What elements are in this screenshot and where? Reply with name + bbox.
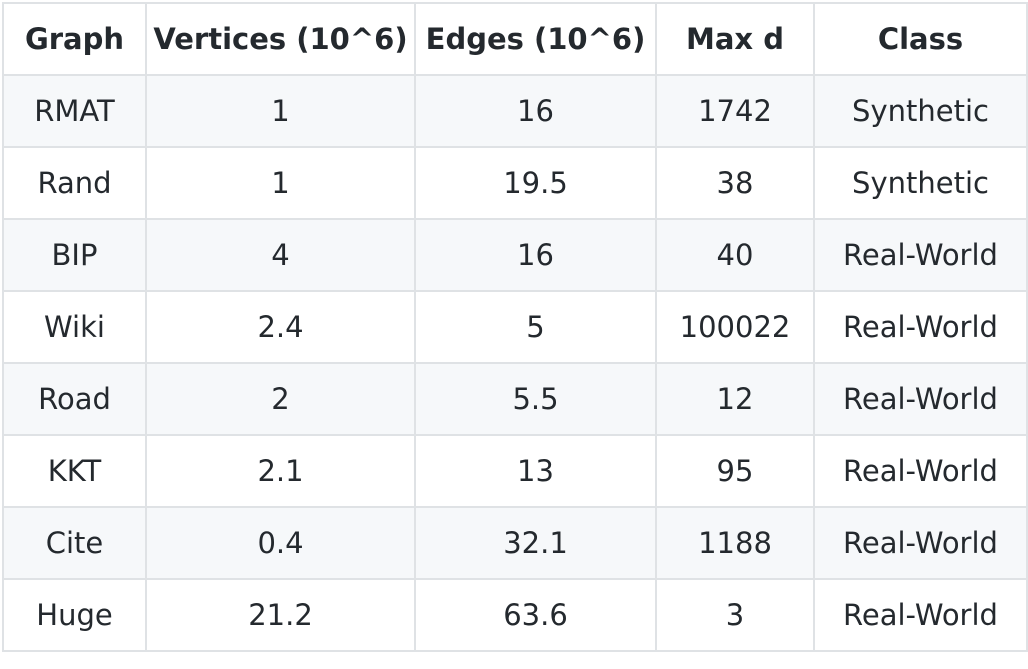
graph-dataset-table: Graph Vertices (10^6) Edges (10^6) Max d… bbox=[2, 2, 1028, 652]
cell-max-d: 3 bbox=[655, 578, 815, 652]
table-row: Road 2 5.5 12 Real-World bbox=[2, 362, 1028, 436]
table-row: RMAT 1 16 1742 Synthetic bbox=[2, 74, 1028, 148]
cell-max-d: 40 bbox=[655, 218, 815, 292]
table-row: KKT 2.1 13 95 Real-World bbox=[2, 434, 1028, 508]
cell-max-d: 12 bbox=[655, 362, 815, 436]
cell-edges: 32.1 bbox=[414, 506, 657, 580]
cell-max-d: 95 bbox=[655, 434, 815, 508]
header-vertices: Vertices (10^6) bbox=[145, 2, 416, 76]
cell-edges: 16 bbox=[414, 218, 657, 292]
cell-graph: KKT bbox=[2, 434, 147, 508]
cell-vertices: 1 bbox=[145, 146, 416, 220]
cell-max-d: 1742 bbox=[655, 74, 815, 148]
cell-edges: 5 bbox=[414, 290, 657, 364]
cell-vertices: 2.4 bbox=[145, 290, 416, 364]
cell-class: Synthetic bbox=[813, 74, 1028, 148]
cell-vertices: 4 bbox=[145, 218, 416, 292]
cell-class: Real-World bbox=[813, 506, 1028, 580]
table-row: Cite 0.4 32.1 1188 Real-World bbox=[2, 506, 1028, 580]
table-row: Rand 1 19.5 38 Synthetic bbox=[2, 146, 1028, 220]
cell-vertices: 21.2 bbox=[145, 578, 416, 652]
cell-edges: 19.5 bbox=[414, 146, 657, 220]
cell-edges: 13 bbox=[414, 434, 657, 508]
cell-edges: 5.5 bbox=[414, 362, 657, 436]
header-graph: Graph bbox=[2, 2, 147, 76]
cell-class: Real-World bbox=[813, 434, 1028, 508]
cell-class: Synthetic bbox=[813, 146, 1028, 220]
cell-graph: Cite bbox=[2, 506, 147, 580]
table-row: BIP 4 16 40 Real-World bbox=[2, 218, 1028, 292]
cell-graph: BIP bbox=[2, 218, 147, 292]
cell-vertices: 0.4 bbox=[145, 506, 416, 580]
cell-graph: RMAT bbox=[2, 74, 147, 148]
cell-graph: Huge bbox=[2, 578, 147, 652]
table-row: Wiki 2.4 5 100022 Real-World bbox=[2, 290, 1028, 364]
cell-vertices: 2 bbox=[145, 362, 416, 436]
cell-graph: Rand bbox=[2, 146, 147, 220]
cell-vertices: 2.1 bbox=[145, 434, 416, 508]
header-row: Graph Vertices (10^6) Edges (10^6) Max d… bbox=[2, 2, 1028, 76]
cell-class: Real-World bbox=[813, 218, 1028, 292]
cell-max-d: 100022 bbox=[655, 290, 815, 364]
cell-edges: 63.6 bbox=[414, 578, 657, 652]
cell-graph: Road bbox=[2, 362, 147, 436]
cell-class: Real-World bbox=[813, 290, 1028, 364]
header-edges: Edges (10^6) bbox=[414, 2, 657, 76]
cell-max-d: 38 bbox=[655, 146, 815, 220]
header-class: Class bbox=[813, 2, 1028, 76]
cell-class: Real-World bbox=[813, 578, 1028, 652]
header-max-d: Max d bbox=[655, 2, 815, 76]
cell-vertices: 1 bbox=[145, 74, 416, 148]
cell-graph: Wiki bbox=[2, 290, 147, 364]
cell-max-d: 1188 bbox=[655, 506, 815, 580]
cell-class: Real-World bbox=[813, 362, 1028, 436]
table-row: Huge 21.2 63.6 3 Real-World bbox=[2, 578, 1028, 652]
cell-edges: 16 bbox=[414, 74, 657, 148]
